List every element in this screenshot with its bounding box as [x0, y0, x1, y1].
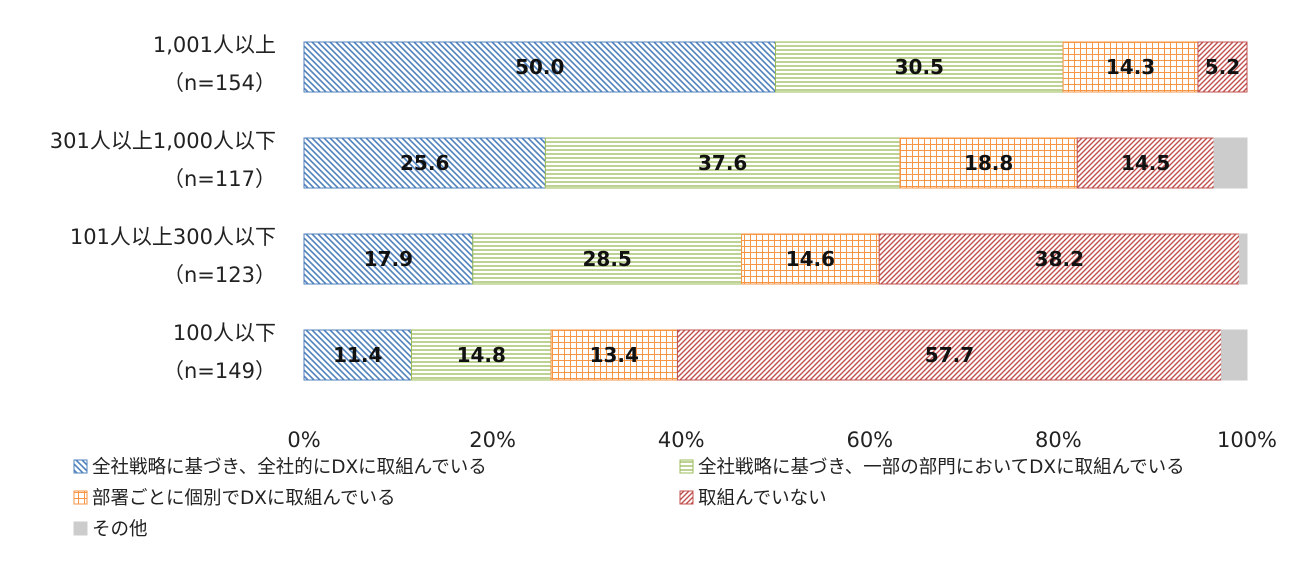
bar-segment: [899, 137, 1078, 189]
x-tick-label: 60%: [846, 428, 893, 452]
category-label: （n=117）: [163, 167, 276, 191]
bar-segment: [775, 41, 1064, 93]
category-label: 101人以上300人以下: [70, 225, 276, 249]
legend-label: 部署ごとに個別でDXに取組んでいる: [92, 488, 396, 509]
data-label: 13.4: [590, 343, 639, 367]
legend-label: 取組んでいない: [698, 488, 827, 509]
category-label: 100人以下: [173, 321, 276, 345]
x-tick-label: 20%: [469, 428, 516, 452]
data-label: 17.9: [364, 247, 413, 271]
legend-swatch: [679, 459, 694, 474]
category-label: （n=154）: [163, 71, 276, 95]
bar-segment: [303, 329, 412, 381]
bar-segment: [544, 137, 901, 189]
category-label: 301人以上1,000人以下: [50, 129, 276, 153]
bar-segment: [303, 41, 776, 93]
bar-segment: [411, 329, 552, 381]
x-tick-label: 100%: [1217, 428, 1277, 452]
bar-segment: [303, 137, 546, 189]
x-tick-label: 40%: [658, 428, 705, 452]
category-label: （n=149）: [163, 359, 276, 383]
legend-swatch: [73, 490, 88, 505]
data-label: 57.7: [925, 343, 974, 367]
x-axis: 0% 20% 40% 60% 80% 100%: [287, 428, 1277, 452]
data-label: 50.0: [515, 55, 564, 79]
bar-segment: [303, 233, 474, 285]
bar-segment: [1197, 41, 1248, 93]
bars: [303, 41, 1248, 381]
bar-segment: [1076, 137, 1215, 189]
legend-swatch: [73, 459, 88, 474]
legend-label: その他: [92, 519, 148, 540]
category-labels: 1,001人以上 （n=154） 301人以上1,000人以下 （n=117） 101人…: [50, 33, 276, 383]
data-label: 14.8: [457, 343, 506, 367]
bar-segment: [676, 329, 1223, 381]
data-label: 25.6: [400, 151, 449, 175]
data-label: 14.6: [786, 247, 835, 271]
data-label: 18.8: [964, 151, 1013, 175]
category-label: 1,001人以上: [153, 33, 276, 57]
data-label: 11.4: [333, 343, 382, 367]
legend-swatch: [679, 490, 694, 505]
legend-swatch: [73, 521, 88, 536]
x-tick-label: 0%: [287, 428, 320, 452]
legend: 全社戦略に基づき、全社的にDXに取組んでいる 全社戦略に基づき、一部の部門において…: [73, 457, 1185, 540]
x-tick-label: 80%: [1035, 428, 1082, 452]
data-label: 14.5: [1121, 151, 1170, 175]
bar-segment: [472, 233, 743, 285]
legend-label: 全社戦略に基づき、一部の部門においてDXに取組んでいる: [698, 457, 1185, 478]
bar-segment: [1213, 137, 1248, 189]
bar-segment: [1062, 41, 1199, 93]
data-label: 37.6: [698, 151, 747, 175]
category-label: （n=123）: [163, 263, 276, 287]
data-labels: 50.0 30.5 14.3 5.2 25.6 37.6 18.8 14.5 17.9 28.5 1…: [333, 55, 1240, 367]
data-label: 5.2: [1205, 55, 1240, 79]
data-label: 30.5: [895, 55, 944, 79]
data-label: 38.2: [1035, 247, 1084, 271]
data-label: 28.5: [582, 247, 631, 271]
data-label: 14.3: [1106, 55, 1155, 79]
bar-segment: [1238, 233, 1248, 285]
legend-label: 全社戦略に基づき、全社的にDXに取組んでいる: [92, 457, 487, 478]
bar-segment: [1221, 329, 1248, 381]
bar-segment: [878, 233, 1240, 285]
